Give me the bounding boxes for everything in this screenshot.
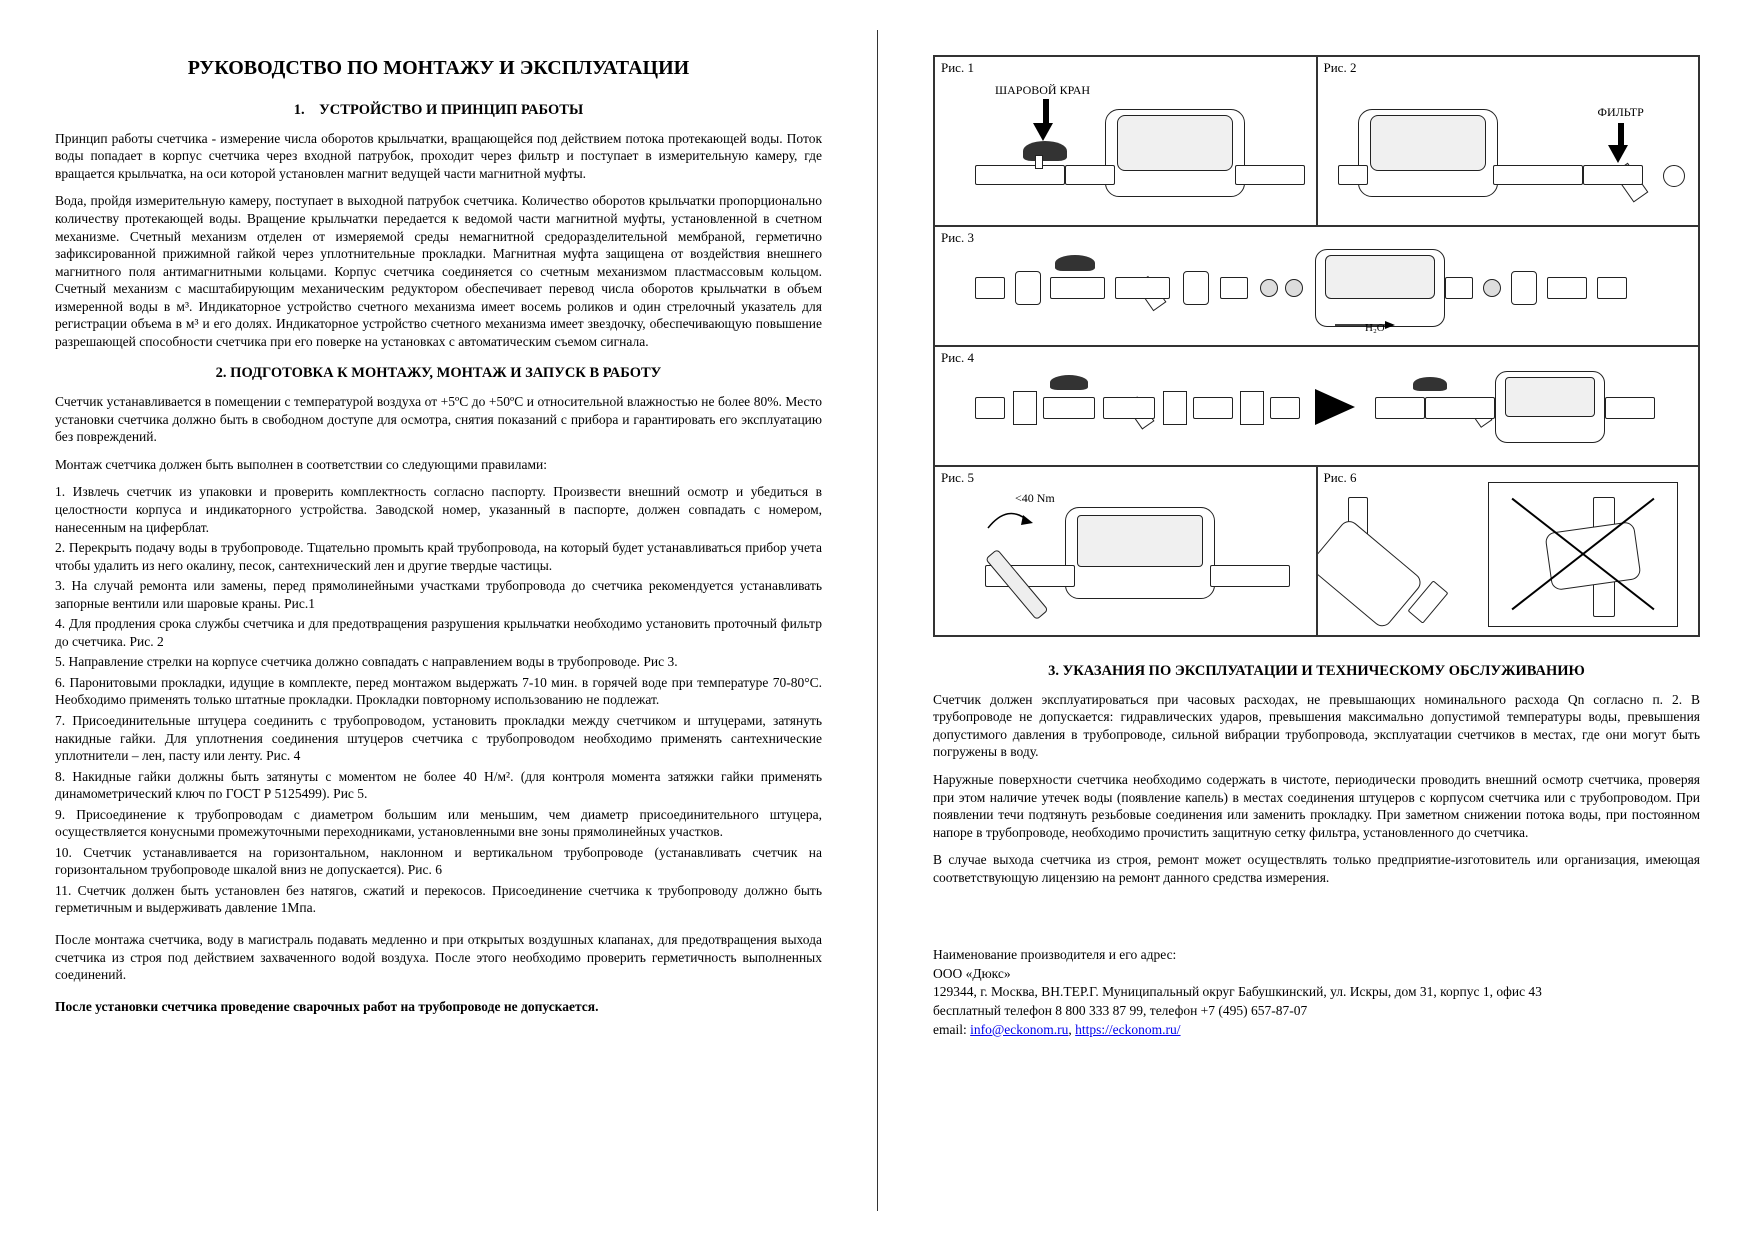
rule-10: 10. Счетчик устанавливается на горизонта… [55, 844, 822, 879]
figure-label: Рис. 3 [941, 230, 974, 247]
figure-label: Рис. 1 [941, 60, 974, 77]
section-2-heading: 2. ПОДГОТОВКА К МОНТАЖУ, МОНТАЖ И ЗАПУСК… [55, 364, 822, 383]
mfr-line-5: email: info@eckonom.ru, https://eckonom.… [933, 1021, 1700, 1039]
s3-para-2: Наружные поверхности счетчика необходимо… [933, 771, 1700, 841]
figure-2: Рис. 2 ФИЛЬТР [1317, 56, 1700, 226]
rule-8: 8. Накидные гайки должны быть затянуты с… [55, 768, 822, 803]
page-title: РУКОВОДСТВО ПО МОНТАЖУ И ЭКСПЛУАТАЦИИ [55, 55, 822, 81]
ball-valve-label: ШАРОВОЙ КРАН [995, 83, 1090, 99]
rule-11: 11. Счетчик должен быть установлен без н… [55, 882, 822, 917]
mfr-line-2: ООО «Дюкс» [933, 965, 1700, 983]
rule-5: 5. Направление стрелки на корпусе счетчи… [55, 653, 822, 671]
para-4: Монтаж счетчика должен быть выполнен в с… [55, 456, 822, 474]
figure-label: Рис. 4 [941, 350, 974, 367]
para-3: Счетчик устанавливается в помещении с те… [55, 393, 822, 446]
para-5: После монтажа счетчика, воду в магистрал… [55, 931, 822, 984]
para-1: Принцип работы счетчика - измерение числ… [55, 130, 822, 183]
mfr-line-4: бесплатный телефон 8 800 333 87 99, теле… [933, 1002, 1700, 1020]
s3-para-3: В случае выхода счетчика из строя, ремон… [933, 851, 1700, 886]
figure-label: Рис. 5 [941, 470, 974, 487]
email-prefix: email: [933, 1022, 970, 1037]
figure-grid: Рис. 1 ШАРОВОЙ КРАН Рис. 2 ФИЛЬТР [933, 55, 1700, 637]
mfr-line-3: 129344, г. Москва, ВН.ТЕР.Г. Муниципальн… [933, 983, 1700, 1001]
right-column: Рис. 1 ШАРОВОЙ КРАН Рис. 2 ФИЛЬТР [878, 0, 1755, 1241]
email-link[interactable]: info@eckonom.ru [970, 1022, 1068, 1037]
figure-5: Рис. 5 <40 Nm [934, 466, 1317, 636]
manufacturer-block: Наименование производителя и его адрес: … [933, 946, 1700, 1038]
bold-warning: После установки счетчика проведение свар… [55, 998, 822, 1016]
figure-6: Рис. 6 [1317, 466, 1700, 636]
rule-7: 7. Присоединительные штуцера соединить с… [55, 712, 822, 765]
rule-9: 9. Присоединение к трубопроводам с диаме… [55, 806, 822, 841]
mfr-line-1: Наименование производителя и его адрес: [933, 946, 1700, 964]
s3-para-1: Счетчик должен эксплуатироваться при час… [933, 691, 1700, 761]
rule-6: 6. Паронитовыми прокладки, идущие в комп… [55, 674, 822, 709]
section-1-heading: 1. УСТРОЙСТВО И ПРИНЦИП РАБОТЫ [55, 101, 822, 120]
figure-1: Рис. 1 ШАРОВОЙ КРАН [934, 56, 1317, 226]
figure-4: Рис. 4 [934, 346, 1699, 466]
section-3-heading: 3. УКАЗАНИЯ ПО ЭКСПЛУАТАЦИИ И ТЕХНИЧЕСКО… [933, 662, 1700, 681]
figure-3: Рис. 3 H₂O [934, 226, 1699, 346]
figure-label: Рис. 6 [1324, 470, 1357, 487]
left-column: РУКОВОДСТВО ПО МОНТАЖУ И ЭКСПЛУАТАЦИИ 1.… [0, 0, 877, 1241]
site-link[interactable]: https://eckonom.ru/ [1075, 1022, 1180, 1037]
figure-label: Рис. 2 [1324, 60, 1357, 77]
rule-3: 3. На случай ремонта или замены, перед п… [55, 577, 822, 612]
rule-1: 1. Извлечь счетчик из упаковки и провери… [55, 483, 822, 536]
rule-4: 4. Для продления срока службы счетчика и… [55, 615, 822, 650]
big-arrow-icon [1315, 389, 1355, 425]
rule-2: 2. Перекрыть подачу воды в трубопроводе.… [55, 539, 822, 574]
filter-label: ФИЛЬТР [1598, 105, 1644, 121]
para-2: Вода, пройдя измерительную камеру, посту… [55, 192, 822, 350]
